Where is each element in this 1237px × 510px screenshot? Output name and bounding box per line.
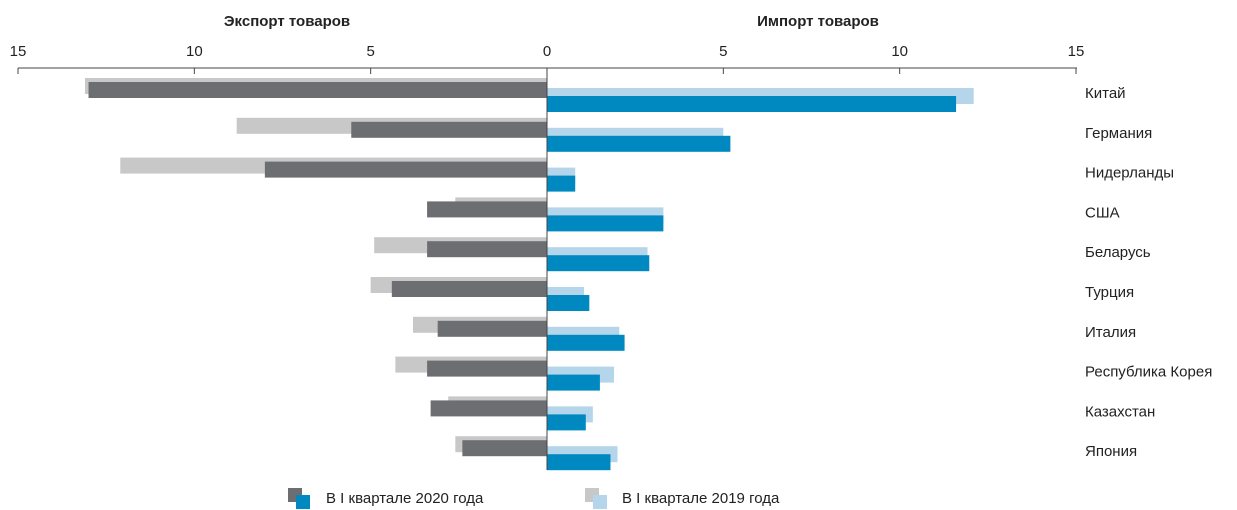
- x-tick-label: 5: [719, 43, 727, 60]
- bar: [547, 374, 600, 391]
- category-label: Республика Корея: [1085, 364, 1212, 381]
- bar: [547, 255, 650, 272]
- x-tick-label: 10: [891, 43, 908, 60]
- x-tick-label: 10: [186, 43, 203, 60]
- bar: [547, 96, 957, 112]
- category-label: Германия: [1085, 125, 1152, 142]
- x-tick-label: 15: [1068, 43, 1085, 60]
- bar: [547, 414, 586, 431]
- bar: [427, 360, 547, 377]
- bar: [547, 215, 664, 232]
- bar: [547, 295, 590, 311]
- category-label: Италия: [1085, 324, 1136, 341]
- legend-swatch: [296, 495, 310, 509]
- import-title: Импорт товаров: [757, 13, 879, 30]
- bar: [351, 121, 547, 138]
- bar: [427, 241, 547, 258]
- bar: [462, 440, 547, 457]
- bar: [547, 334, 625, 351]
- category-label: Япония: [1085, 443, 1137, 460]
- x-tick-label: 5: [366, 43, 374, 60]
- category-label: Беларусь: [1085, 244, 1151, 261]
- category-label: Казахстан: [1085, 403, 1155, 420]
- bar: [430, 400, 547, 417]
- bar: [88, 82, 548, 98]
- category-label: Турция: [1085, 284, 1134, 301]
- x-tick-label: 0: [543, 43, 551, 60]
- legend-label: В I квартале 2019 года: [622, 490, 780, 507]
- export-title: Экспорт товаров: [224, 13, 350, 30]
- bar: [264, 161, 547, 178]
- bar: [547, 175, 576, 192]
- bar: [547, 454, 611, 471]
- category-label: США: [1085, 204, 1120, 221]
- legend-swatch: [593, 495, 607, 509]
- bar: [547, 135, 731, 152]
- legend-label: В I квартале 2020 года: [326, 490, 484, 507]
- x-tick-label: 15: [10, 43, 27, 60]
- bar: [437, 320, 547, 337]
- category-label: Нидерланды: [1085, 165, 1174, 182]
- category-label: Китай: [1085, 85, 1126, 102]
- bar: [427, 201, 547, 218]
- bar: [391, 281, 547, 297]
